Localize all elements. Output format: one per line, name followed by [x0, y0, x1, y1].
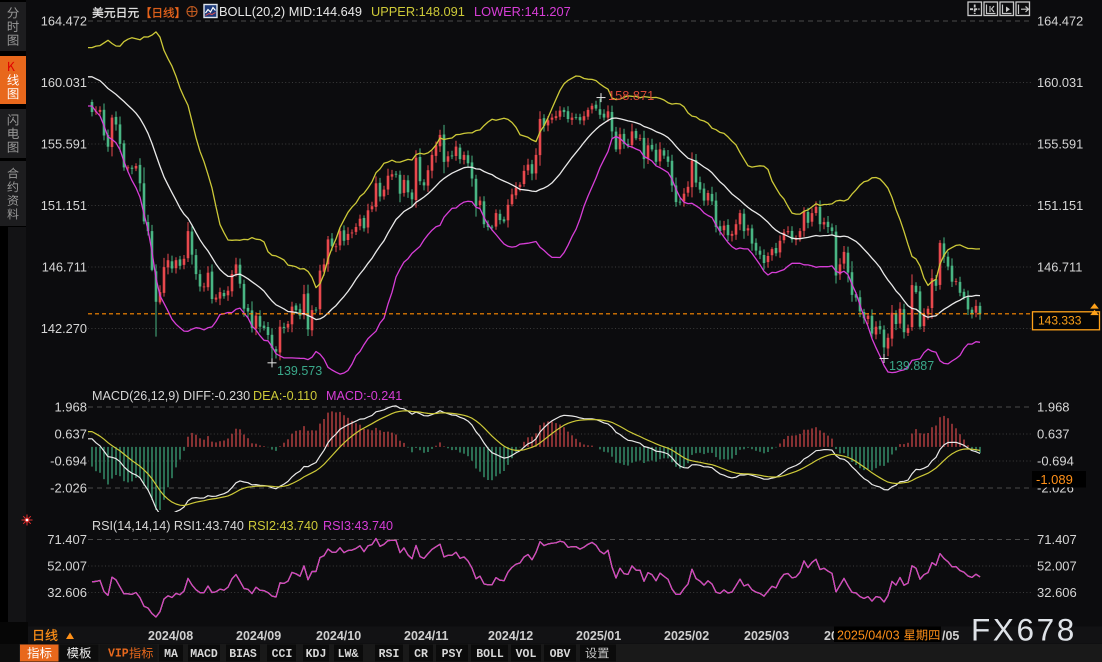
svg-text:BOLL(20,2) MID:144.649: BOLL(20,2) MID:144.649	[219, 4, 362, 19]
svg-text:VOL: VOL	[516, 648, 537, 661]
svg-text:52.007: 52.007	[47, 559, 87, 574]
svg-text:RSI3:43.740: RSI3:43.740	[323, 519, 393, 533]
svg-text:OBV: OBV	[550, 648, 571, 661]
svg-text:0.637: 0.637	[54, 427, 87, 442]
svg-text:1.968: 1.968	[1037, 400, 1070, 415]
svg-text:-0.694: -0.694	[1037, 454, 1074, 469]
svg-text:MACD:-0.241: MACD:-0.241	[326, 389, 402, 403]
svg-text:2024/09: 2024/09	[236, 629, 281, 643]
svg-text:MA: MA	[164, 648, 178, 661]
svg-text:71.407: 71.407	[1037, 532, 1077, 547]
svg-text:2024/08: 2024/08	[148, 629, 193, 643]
svg-text:CR: CR	[414, 648, 428, 661]
svg-text:2024/12: 2024/12	[488, 629, 533, 643]
svg-text:164.472: 164.472	[1037, 14, 1083, 29]
svg-text:158.871: 158.871	[608, 88, 654, 103]
svg-text:155.591: 155.591	[41, 137, 87, 152]
svg-text:DEA:-0.110: DEA:-0.110	[253, 389, 317, 403]
svg-text:2025/04/03: 2025/04/03	[837, 629, 900, 643]
svg-text:BIAS: BIAS	[229, 648, 257, 661]
svg-text:/05: /05	[942, 629, 959, 643]
svg-text:146.711: 146.711	[42, 260, 87, 275]
svg-text:151.151: 151.151	[41, 198, 87, 213]
svg-text:2024/11: 2024/11	[404, 629, 449, 643]
svg-text:MACD: MACD	[190, 648, 218, 661]
svg-text:-1.089: -1.089	[1036, 472, 1073, 487]
svg-text:1.968: 1.968	[54, 400, 87, 415]
svg-text:71.407: 71.407	[47, 532, 87, 547]
svg-text:LW&: LW&	[338, 648, 359, 661]
svg-text:52.007: 52.007	[1037, 559, 1077, 574]
svg-text:2025/02: 2025/02	[664, 629, 709, 643]
svg-text:CCI: CCI	[272, 648, 293, 661]
svg-text:RSI(14,14,14) RSI1:43.740: RSI(14,14,14) RSI1:43.740	[92, 519, 244, 533]
svg-text:MACD(26,12,9) DIFF:-0.230: MACD(26,12,9) DIFF:-0.230	[92, 389, 250, 403]
svg-text:143.333: 143.333	[1038, 314, 1082, 328]
svg-text:RSI: RSI	[379, 648, 400, 661]
svg-text:139.573: 139.573	[277, 364, 322, 378]
svg-text:32.606: 32.606	[47, 585, 87, 600]
svg-text:142.270: 142.270	[41, 321, 87, 336]
svg-text:FX678: FX678	[971, 612, 1077, 648]
svg-text:KDJ: KDJ	[306, 648, 327, 661]
svg-text:-0.694: -0.694	[50, 454, 87, 469]
svg-text:0.637: 0.637	[1037, 427, 1070, 442]
svg-text:151.151: 151.151	[1037, 198, 1083, 213]
svg-text:-2.026: -2.026	[50, 481, 87, 496]
svg-text:LOWER:141.207: LOWER:141.207	[474, 4, 571, 19]
svg-text:VIP: VIP	[108, 648, 129, 661]
svg-text:160.031: 160.031	[1037, 75, 1083, 90]
svg-text:160.031: 160.031	[41, 75, 87, 90]
svg-text:PSY: PSY	[442, 648, 463, 661]
svg-text:155.591: 155.591	[1037, 137, 1083, 152]
svg-text:BOLL: BOLL	[476, 648, 504, 661]
svg-text:164.472: 164.472	[41, 14, 87, 29]
svg-text:2024/10: 2024/10	[316, 629, 361, 643]
svg-text:146.711: 146.711	[1037, 260, 1082, 275]
svg-text:32.606: 32.606	[1037, 585, 1077, 600]
svg-text:2025/03: 2025/03	[744, 629, 789, 643]
svg-text:UPPER:148.091: UPPER:148.091	[371, 4, 465, 19]
svg-text:139.887: 139.887	[889, 359, 934, 373]
svg-text:RSI2:43.740: RSI2:43.740	[248, 519, 318, 533]
svg-text:2025/01: 2025/01	[576, 629, 621, 643]
